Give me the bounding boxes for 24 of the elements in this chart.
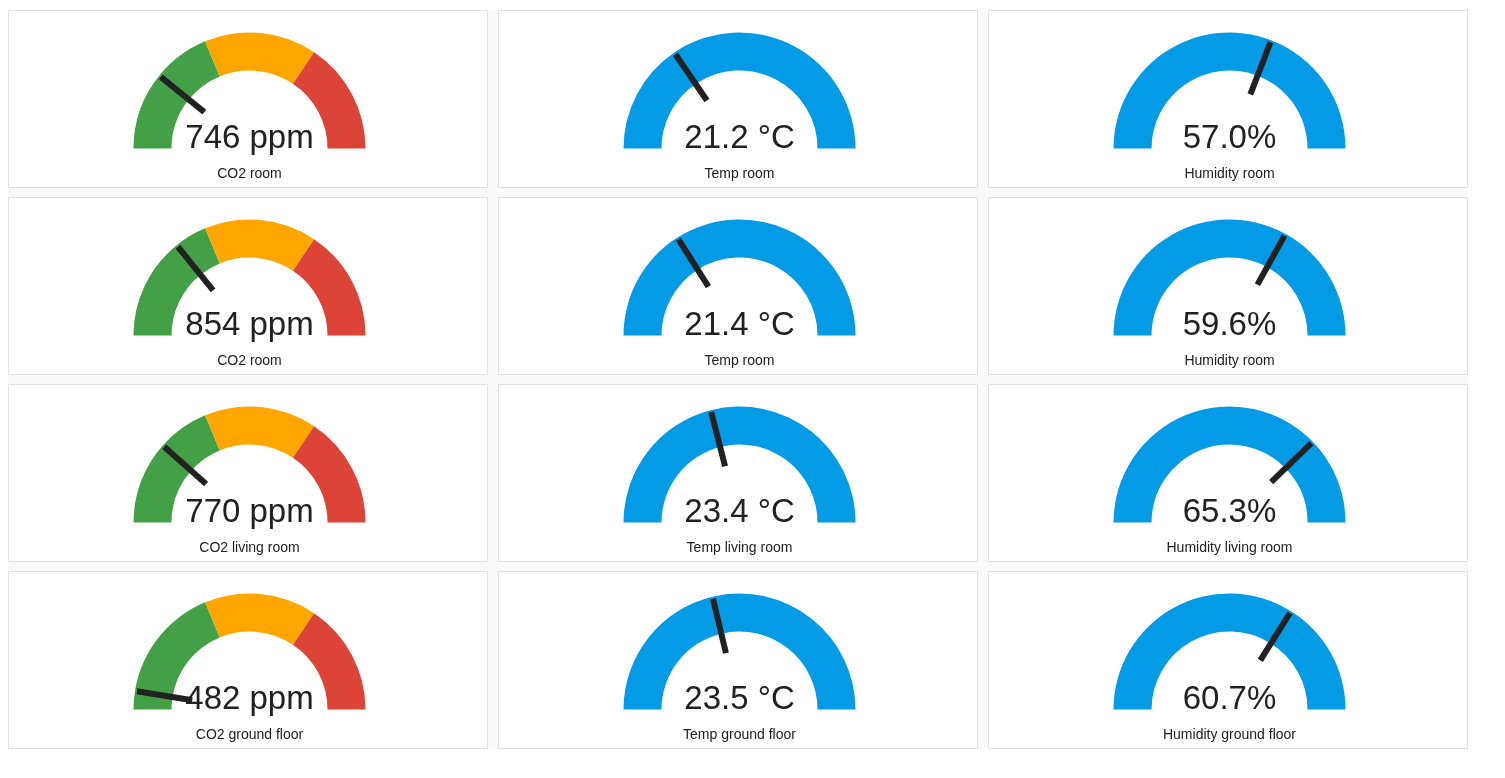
text: Humidity room (1184, 164, 1275, 181)
text: 21.2 °C (684, 118, 795, 155)
text: Temp living room (686, 538, 793, 555)
text: 482 ppm (185, 679, 314, 716)
text: CO2 living room (199, 538, 300, 555)
text: 59.6% (1182, 305, 1277, 342)
text: Humidity room (1184, 351, 1275, 368)
text: Temp room (704, 351, 775, 368)
text: 23.5 °C (684, 679, 795, 716)
text: CO2 ground floor (195, 725, 304, 742)
text: 23.4 °C (684, 492, 795, 529)
text: 770 ppm (185, 492, 314, 529)
text: 65.3% (1182, 492, 1277, 529)
text: 854 ppm (185, 305, 314, 342)
text: Humidity living room (1166, 538, 1293, 555)
text: Humidity ground floor (1162, 725, 1297, 742)
text: 57.0% (1182, 118, 1277, 155)
text: 21.4 °C (684, 305, 795, 342)
text: Temp ground floor (683, 725, 797, 742)
text: Temp room (704, 164, 775, 181)
text: CO2 room (217, 164, 282, 181)
text: 60.7% (1182, 679, 1277, 716)
text: CO2 room (217, 351, 282, 368)
text: 746 ppm (185, 118, 314, 155)
